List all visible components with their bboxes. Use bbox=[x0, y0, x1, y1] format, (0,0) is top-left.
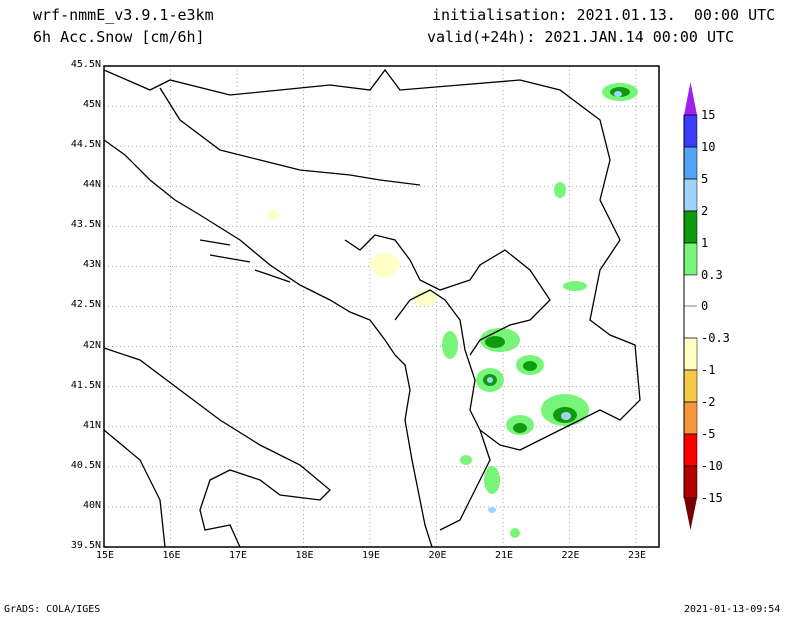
colorbar-label: 0 bbox=[701, 299, 709, 313]
colorbar-label: 0.3 bbox=[701, 268, 723, 282]
colorbar-segment bbox=[683, 146, 698, 180]
lon-tick-label: 21E bbox=[495, 550, 514, 561]
colorbar-label: -10 bbox=[701, 459, 723, 473]
map-frame bbox=[103, 65, 660, 548]
lat-tick-label: 42.5N bbox=[70, 299, 101, 311]
model-name: wrf-nmmE_v3.9.1-e3km bbox=[33, 6, 214, 24]
negative-areas bbox=[267, 210, 437, 306]
colorbar-segment bbox=[683, 210, 698, 244]
colorbar-label: 2 bbox=[701, 204, 709, 218]
field-title: 6h Acc.Snow [cm/6h] bbox=[33, 28, 205, 46]
lon-tick-label: 17E bbox=[229, 550, 248, 561]
lon-tick-label: 15E bbox=[96, 550, 115, 561]
lon-tick-label: 16E bbox=[162, 550, 181, 561]
coastlines-borders bbox=[103, 68, 641, 548]
lat-tick-label: 45.5N bbox=[70, 59, 101, 70]
lat-tick-label: 45N bbox=[82, 99, 101, 111]
colorbar-segment bbox=[683, 178, 698, 212]
valid-time: valid(+24h): 2021.JAN.14 00:00 UTC bbox=[427, 28, 735, 46]
colorbar bbox=[683, 82, 698, 530]
lon-tick-label: 22E bbox=[561, 550, 580, 561]
colorbar-label: -1 bbox=[701, 363, 716, 377]
footer-grads: GrADS: COLA/IGES bbox=[4, 604, 101, 615]
lat-tick-label: 43.5N bbox=[70, 219, 101, 231]
colorbar-segment bbox=[683, 465, 698, 499]
colorbar-segment bbox=[683, 114, 698, 148]
lon-tick-label: 19E bbox=[362, 550, 381, 561]
colorbar-label: 15 bbox=[701, 108, 716, 122]
footer-timestamp: 2021-01-13-09:54 bbox=[684, 604, 781, 615]
snow-very-heavy bbox=[487, 91, 622, 513]
lon-tick-label: 23E bbox=[628, 550, 647, 561]
lat-tick-label: 44.5N bbox=[70, 139, 101, 151]
colorbar-label: 5 bbox=[701, 172, 709, 186]
lat-tick-label: 42N bbox=[82, 339, 101, 351]
lat-tick-label: 41.5N bbox=[70, 379, 101, 391]
snow-heavy bbox=[483, 87, 630, 433]
colorbar-segment bbox=[684, 275, 697, 338]
colorbar-segment bbox=[683, 401, 698, 435]
lat-tick-label: 40N bbox=[82, 499, 101, 511]
lat-tick-label: 43N bbox=[82, 259, 101, 271]
colorbar-segment bbox=[683, 337, 698, 371]
lat-tick-label: 40.5N bbox=[70, 459, 101, 471]
colorbar-segment bbox=[683, 242, 698, 276]
colorbar-segment bbox=[683, 433, 698, 467]
colorbar-label: -15 bbox=[701, 491, 723, 505]
colorbar-label: 1 bbox=[701, 236, 709, 250]
colorbar-label: 10 bbox=[701, 140, 716, 154]
lat-tick-label: 39.5N bbox=[70, 539, 101, 551]
lon-tick-label: 20E bbox=[428, 550, 447, 561]
colorbar-label: -2 bbox=[701, 395, 716, 409]
init-time: initialisation: 2021.01.13. 00:00 UTC bbox=[432, 6, 776, 24]
colorbar-label: -0.3 bbox=[701, 331, 730, 345]
lat-tick-label: 44N bbox=[82, 179, 101, 191]
colorbar-segment bbox=[683, 369, 698, 403]
colorbar-label: -5 bbox=[701, 427, 716, 441]
lat-tick-label: 41N bbox=[82, 419, 101, 431]
lon-tick-label: 18E bbox=[295, 550, 314, 561]
